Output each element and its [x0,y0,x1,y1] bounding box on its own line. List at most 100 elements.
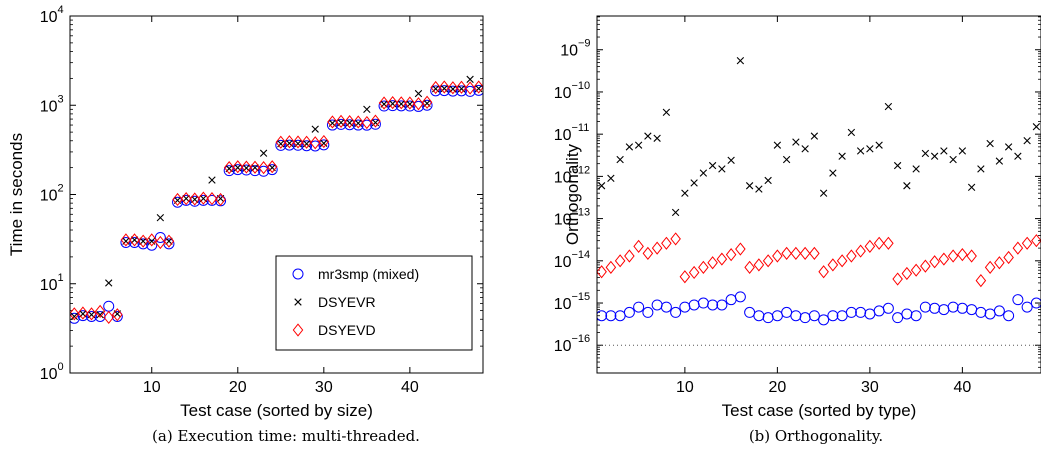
point-diamond [387,96,398,110]
y-tick-label: 10 [40,188,58,205]
point-x [856,147,865,155]
legend-entry: mr3smp (mixed) [318,266,419,282]
point-x [986,139,994,148]
y-tick-exponent: 3 [58,93,64,105]
y-tick-label: 10 [554,254,572,271]
point-diamond [661,236,672,250]
point-circle [344,119,356,131]
point-diamond [284,135,295,149]
point-x [949,155,957,164]
point-circle [1021,301,1033,313]
point-circle [86,310,98,322]
figure-caption: (b) Orthogonality. [749,427,883,445]
point-x [903,182,911,190]
point-circle [275,139,287,151]
point-diamond [744,260,755,274]
point-x [745,182,754,190]
point-x [893,161,902,170]
point-circle [707,299,719,311]
y-tick-exponent: 2 [58,183,64,195]
point-x [801,145,809,153]
point-x [440,84,448,93]
point-diamond [809,246,820,260]
point-diamond [799,246,811,260]
point-diamond [163,234,175,248]
point-x [363,105,371,114]
point-diamond [633,239,644,253]
y-tick-label: 10 [40,366,58,383]
point-circle [929,302,941,314]
y-tick-exponent: 1 [58,272,64,284]
point-circle [818,314,830,326]
point-circle [352,119,364,131]
point-x [847,128,856,137]
point-diamond [327,115,338,129]
x-tick-label: 30 [861,379,879,396]
y-tick-label: 10 [554,127,572,144]
point-diamond [781,246,792,260]
point-x [829,169,837,177]
point-diamond [836,254,848,268]
point-diamond [910,263,922,277]
point-diamond [735,242,746,256]
point-diamond [206,191,218,206]
point-diamond [855,244,866,258]
point-diamond [180,191,192,206]
point-x [634,141,643,149]
y-axis-label: Orthogonality [563,143,582,245]
figure-caption: (a) Execution time: multi-threaded. [152,427,420,445]
point-x [208,176,216,184]
x-tick-label: 20 [768,379,786,396]
point-diamond [920,259,931,273]
point-diamond [707,256,718,270]
point-diamond [1012,241,1024,255]
point-x [302,140,311,148]
point-diamond [215,192,226,207]
point-x [182,194,190,203]
point-diamond [597,265,607,279]
y-tick-label: 10 [560,43,578,60]
y-tick-exponent: −10 [572,80,591,92]
point-circle [154,231,166,243]
x-axis-label: Test case (sorted by size) [180,401,373,420]
point-circle [633,301,645,313]
point-diamond [439,80,450,94]
point-x [875,141,883,149]
legend-box [275,255,473,351]
point-diamond [846,249,857,263]
y-tick-exponent: 0 [58,361,64,373]
point-circle [892,312,904,324]
point-circle [258,165,270,177]
point-x [921,149,930,158]
point-circle [827,310,839,322]
point-x [819,189,828,197]
point-circle [808,310,820,322]
point-circle [447,85,459,97]
y-axis-label: Time in seconds [7,133,26,256]
point-diamond [378,96,390,110]
point-diamond [275,135,287,149]
point-diamond [352,115,364,129]
point-x [457,85,466,93]
point-diamond [223,161,235,175]
point-circle [762,312,774,324]
point-diamond [790,246,802,260]
point-x [475,84,483,93]
point-x [736,57,745,65]
point-circle [734,291,746,303]
point-x [662,108,671,116]
x-tick-label: 30 [315,379,333,396]
point-circle [120,236,132,248]
y-tick-label: 10 [40,277,58,294]
plot-frame [69,15,484,374]
point-circle [836,310,848,322]
point-circle [947,301,959,313]
y-tick-exponent: −12 [572,164,591,176]
point-x [995,157,1004,165]
point-diamond [198,191,209,205]
point-diamond [827,258,839,272]
point-x [930,152,939,160]
point-diamond [818,265,829,279]
point-x [866,145,874,153]
point-circle [395,100,407,112]
